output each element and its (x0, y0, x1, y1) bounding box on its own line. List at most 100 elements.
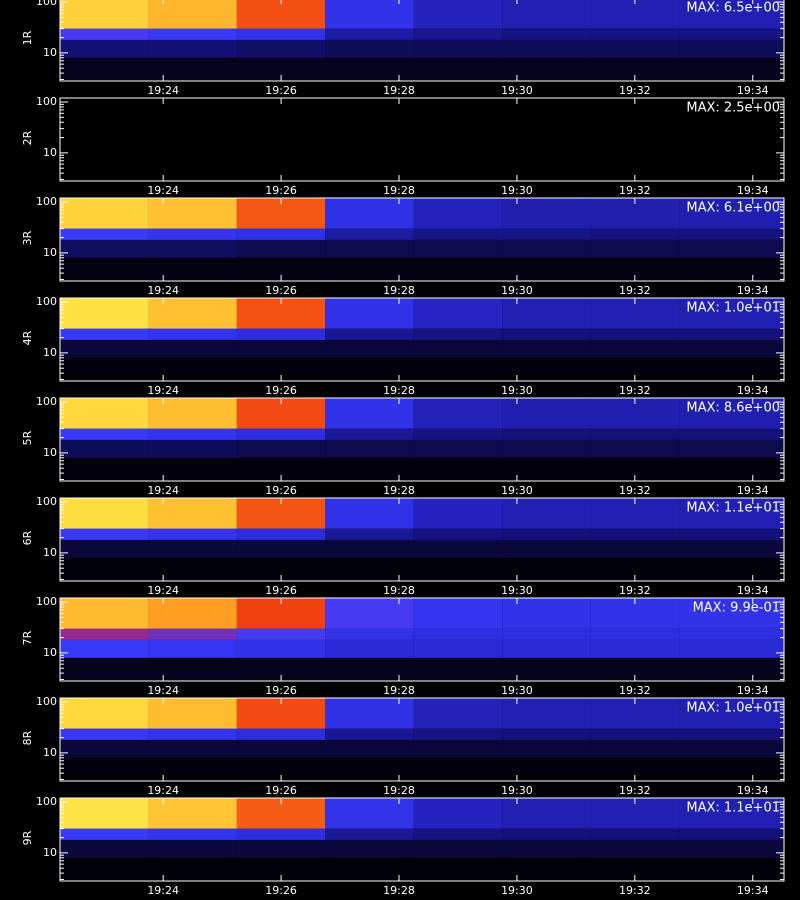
heat-cell (148, 528, 237, 540)
heat-cell (679, 328, 784, 340)
heat-cell (60, 839, 149, 858)
heat-cell (325, 539, 414, 558)
max-annotation: MAX: 6.1e+00 (686, 201, 780, 216)
heat-cell (60, 357, 149, 381)
heat-cell (502, 98, 591, 129)
heat-cell (413, 157, 503, 181)
heat-cell (679, 239, 784, 258)
y-tick-label: 10 (43, 746, 57, 759)
heat-cell (60, 39, 149, 58)
heat-cell (413, 328, 503, 340)
y-tick-label: 100 (36, 195, 57, 208)
x-tick-label: 19:30 (501, 584, 533, 597)
x-tick-label: 19:34 (737, 84, 769, 97)
heat-cell (413, 228, 503, 240)
x-tick-label: 19:34 (737, 684, 769, 697)
heat-cell (413, 339, 503, 358)
heat-cell (413, 539, 503, 558)
y-tick-label: 10 (43, 146, 57, 159)
x-tick-label: 19:28 (383, 784, 415, 797)
y-tick-label: 10 (43, 646, 57, 659)
heat-cell (679, 57, 784, 81)
max-annotation: MAX: 1.0e+01 (686, 301, 780, 316)
x-tick-label: 19:32 (619, 284, 651, 297)
y-tick-label: 100 (36, 395, 57, 408)
heat-cell (60, 428, 149, 440)
heat-cell (679, 839, 784, 858)
x-tick-label: 19:30 (501, 84, 533, 97)
y-axis-label: 1R (21, 30, 34, 45)
heat-cell (236, 239, 326, 258)
x-tick-label: 19:32 (619, 484, 651, 497)
heat-cell (679, 498, 784, 529)
heat-cell (679, 657, 784, 681)
x-tick-label: 19:30 (501, 184, 533, 197)
heat-cell (679, 857, 784, 881)
heat-cell (502, 128, 591, 140)
heat-cell (60, 498, 149, 529)
panel: 10 100 19:24 19:26 19:28 19:30 19:32 19:34 3R MAX… (21, 195, 785, 297)
x-tick-label: 19:32 (619, 584, 651, 597)
x-tick-label: 19:28 (383, 84, 415, 97)
heat-cell (60, 128, 149, 140)
heat-cell (60, 328, 149, 340)
heat-cell (502, 398, 591, 429)
heat-cell (236, 739, 326, 758)
heat-cell (325, 198, 414, 229)
y-tick-label: 10 (43, 846, 57, 859)
y-tick-label: 10 (43, 246, 57, 259)
heat-cell (502, 357, 591, 381)
heat-cell (679, 98, 784, 129)
heat-cell (325, 139, 414, 158)
heat-cell (148, 328, 237, 340)
heat-cell (413, 739, 503, 758)
heat-cell (325, 598, 414, 629)
x-tick-label: 19:24 (147, 384, 179, 397)
panel: 10 100 19:24 19:26 19:28 19:30 19:32 19:34 9R MAX… (21, 795, 785, 897)
heat-cell (60, 339, 149, 358)
x-tick-label: 19:32 (619, 884, 651, 897)
y-axis-label: 6R (21, 530, 34, 545)
heat-cell (60, 757, 149, 781)
heat-cell (148, 357, 237, 381)
heat-cell (236, 828, 326, 840)
heat-cell (148, 239, 237, 258)
heat-cell (148, 0, 237, 29)
max-annotation: MAX: 9.9e-01 (693, 601, 780, 616)
heat-cell (236, 39, 326, 58)
heat-cell (679, 139, 784, 158)
heat-cell (502, 28, 591, 40)
heat-cell (325, 98, 414, 129)
heat-cell (236, 128, 326, 140)
x-tick-label: 19:30 (501, 684, 533, 697)
heat-cell (60, 528, 149, 540)
heat-cell (679, 128, 784, 140)
heat-cell (413, 598, 503, 629)
heat-cell (236, 328, 326, 340)
max-annotation: MAX: 1.0e+01 (686, 701, 780, 716)
heat-cell (679, 528, 784, 540)
heat-cell (590, 428, 680, 440)
heat-cell (325, 528, 414, 540)
plot-frame (59, 697, 785, 782)
heat-cell (60, 728, 149, 740)
heat-cell (236, 257, 326, 281)
heat-cell (148, 628, 237, 640)
heat-cell (60, 198, 149, 229)
heat-cell (60, 139, 149, 158)
heat-cell (590, 828, 680, 840)
heat-cell (413, 698, 503, 729)
heat-cell (679, 257, 784, 281)
heat-cell (60, 298, 149, 329)
heat-cell (236, 57, 326, 81)
heat-cell (413, 257, 503, 281)
max-annotation: MAX: 1.1e+01 (686, 501, 780, 516)
heat-cell (502, 57, 591, 81)
panel: 10 100 19:24 19:26 19:28 19:30 19:32 19:34 7R MAX… (21, 595, 785, 697)
heat-cell (590, 657, 680, 681)
heat-cell (590, 228, 680, 240)
heat-cell (148, 557, 237, 581)
heat-cell (60, 557, 149, 581)
heat-cell (590, 257, 680, 281)
